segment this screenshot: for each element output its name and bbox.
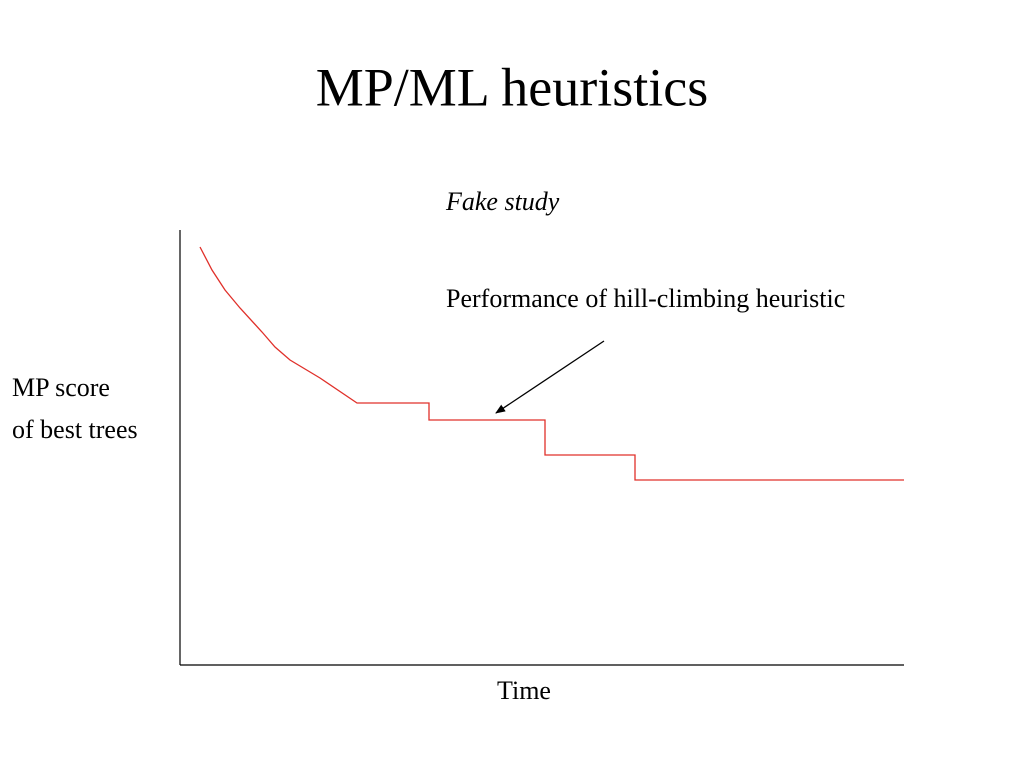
caption: Fake study (445, 187, 560, 216)
annotation-arrow (495, 340, 605, 414)
y-axis-label: MP score (12, 373, 110, 402)
annotation: Performance of hill-climbing heuristic (446, 284, 845, 313)
x-axis-label: Time (497, 676, 551, 705)
y-axis-label: of best trees (12, 415, 138, 444)
performance-curve (199, 246, 904, 481)
slide-title: MP/ML heuristics (316, 57, 709, 117)
